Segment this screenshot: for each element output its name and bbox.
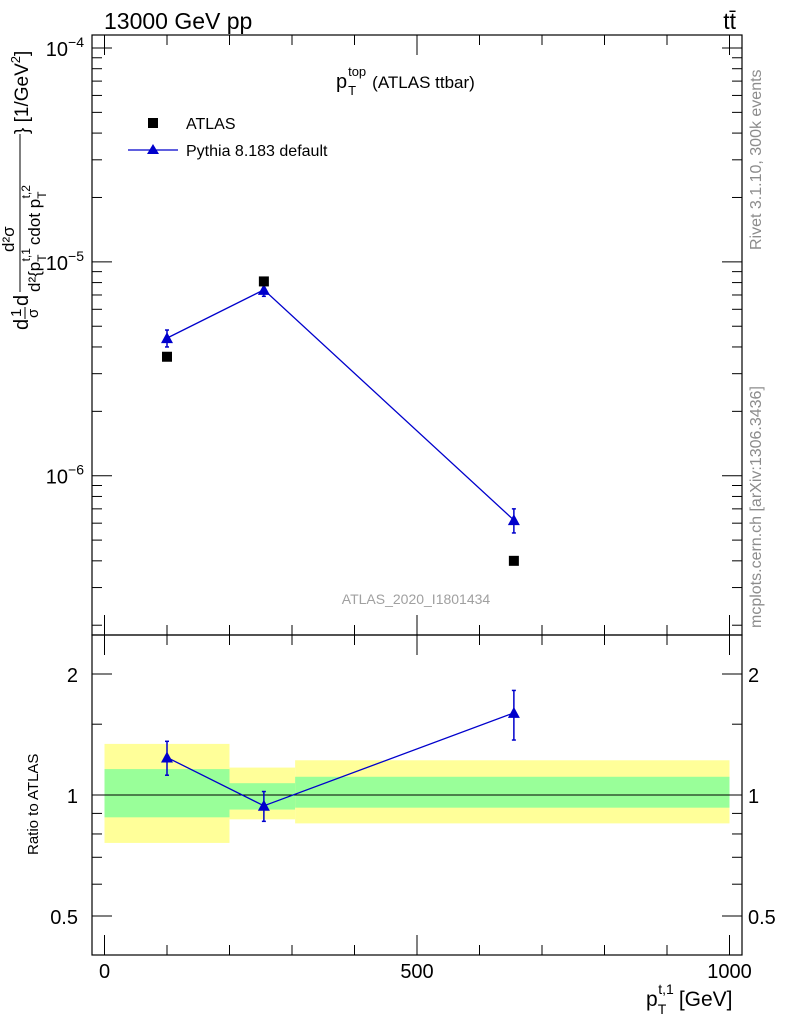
plot-title: pTtop(ATLAS ttbar)	[336, 64, 475, 98]
legend-atlas-label: ATLAS	[186, 116, 236, 133]
atlas-data-point	[258, 276, 269, 287]
svg-text:d²σ: d²σ	[0, 226, 18, 252]
ratio-y-tick-label-right: 0.5	[748, 907, 776, 929]
pythia-main-point	[257, 283, 270, 295]
pythia-main-point	[161, 332, 173, 344]
ratio-y-tick-label-left: 1	[67, 786, 78, 808]
main-y-axis-label: d 1 σ d d²σ d²{pTt,1cdot pTt,2 } [1/GeV2…	[0, 51, 49, 330]
header-process-label: tt̄	[723, 8, 736, 34]
ratio-y-axis-label: Ratio to ATLAS	[25, 754, 42, 855]
uncertainty-bands	[92, 743, 742, 843]
main-y-tick-label: 10−4	[46, 34, 84, 61]
ratio-y-tick-label-left: 2	[67, 665, 78, 687]
main-y-tick-label: 10−5	[46, 248, 84, 275]
legend-pythia-marker	[147, 144, 159, 154]
ratio-y-tick-label-left: 0.5	[50, 907, 78, 929]
svg-text:} [1/GeV2]: } [1/GeV2]	[8, 51, 33, 134]
pythia-ratio-point	[257, 799, 270, 811]
pythia-main-line	[166, 289, 515, 521]
x-tick-label: 500	[400, 961, 433, 983]
ratio-y-tick-label-right: 1	[748, 786, 759, 808]
ratio-band-inner	[295, 776, 730, 808]
axis-tick-labels: 10−4 10−5 10−6 0 500 1000 0.5 0.5 1 1 2 2	[46, 34, 776, 983]
pythia-main-point	[507, 514, 520, 526]
atlas-data-point	[508, 555, 519, 566]
data-marks	[161, 276, 520, 823]
pythia-ratio-point	[507, 706, 520, 718]
legend-atlas-marker	[148, 118, 158, 128]
x-tick-label: 0	[99, 961, 110, 983]
main-y-tick-label: 10−6	[46, 462, 84, 489]
analysis-label: ATLAS_2020_I1801434	[342, 591, 491, 607]
ratio-band-inner	[104, 769, 230, 818]
svg-text:d: d	[11, 319, 33, 330]
svg-text:d²{pTt,1cdot pTt,2: d²{pTt,1cdot pTt,2	[19, 185, 49, 292]
svg-text:d: d	[11, 295, 33, 306]
legend-pythia-label: Pythia 8.183 default	[186, 143, 328, 160]
svg-text:σ: σ	[25, 308, 42, 318]
side-label-mcplots: mcplots.cern.ch [arXiv:1306.3436]	[748, 386, 765, 628]
pythia-ratio-point	[161, 751, 173, 763]
atlas-data-point	[162, 351, 172, 362]
x-tick-label: 1000	[707, 961, 752, 983]
header-energy-label: 13000 GeV pp	[104, 8, 252, 34]
axis-ticks	[92, 35, 742, 955]
side-label-rivet: Rivet 3.1.10, 300k events	[748, 69, 765, 250]
x-axis-label: pTt,1 [GeV]	[646, 981, 733, 1017]
svg-text:1: 1	[8, 309, 25, 317]
ratio-y-tick-label-right: 2	[748, 665, 759, 687]
